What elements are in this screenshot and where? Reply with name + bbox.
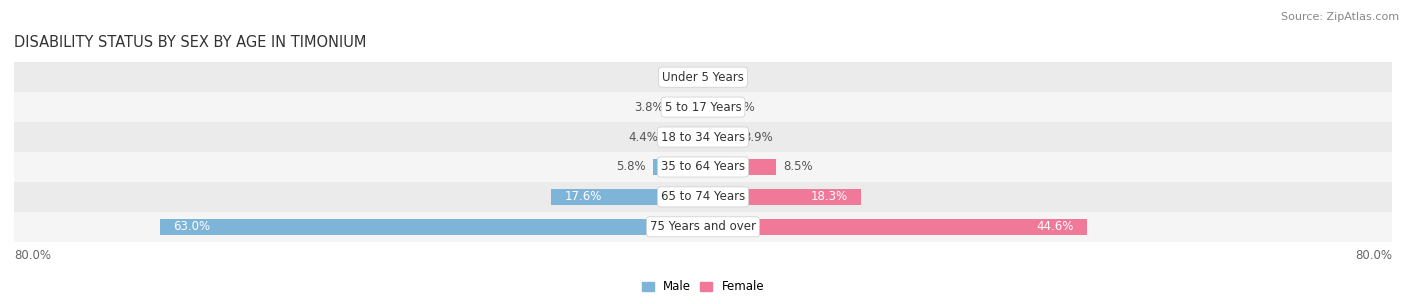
Bar [671, 99, 703, 115]
Text: 80.0%: 80.0% [1355, 249, 1392, 262]
Text: 0.0%: 0.0% [666, 71, 696, 84]
Text: 3.8%: 3.8% [634, 101, 664, 114]
Text: 63.0%: 63.0% [173, 220, 211, 233]
Bar [551, 189, 703, 205]
Text: 3.9%: 3.9% [744, 130, 773, 143]
Text: 1.8%: 1.8% [725, 101, 755, 114]
Text: Source: ZipAtlas.com: Source: ZipAtlas.com [1281, 12, 1399, 22]
Bar [14, 152, 1392, 182]
Bar [703, 189, 860, 205]
Bar [703, 219, 1087, 235]
Text: 18 to 34 Years: 18 to 34 Years [661, 130, 745, 143]
Text: 4.4%: 4.4% [628, 130, 658, 143]
Bar [652, 159, 703, 175]
Bar [665, 129, 703, 145]
Text: 0.0%: 0.0% [710, 71, 740, 84]
Text: 5.8%: 5.8% [617, 161, 647, 174]
Bar [14, 182, 1392, 212]
Bar [703, 129, 737, 145]
Text: 17.6%: 17.6% [564, 190, 602, 203]
Text: 5 to 17 Years: 5 to 17 Years [665, 101, 741, 114]
Text: 8.5%: 8.5% [783, 161, 813, 174]
Text: 75 Years and over: 75 Years and over [650, 220, 756, 233]
Bar [703, 159, 776, 175]
Text: 18.3%: 18.3% [810, 190, 848, 203]
Bar [14, 212, 1392, 242]
Text: 65 to 74 Years: 65 to 74 Years [661, 190, 745, 203]
Bar [703, 99, 718, 115]
Legend: Male, Female: Male, Female [637, 275, 769, 298]
Bar [14, 62, 1392, 92]
Text: 80.0%: 80.0% [14, 249, 51, 262]
Bar [14, 92, 1392, 122]
Text: Under 5 Years: Under 5 Years [662, 71, 744, 84]
Text: 35 to 64 Years: 35 to 64 Years [661, 161, 745, 174]
Text: DISABILITY STATUS BY SEX BY AGE IN TIMONIUM: DISABILITY STATUS BY SEX BY AGE IN TIMON… [14, 35, 367, 50]
Bar [14, 122, 1392, 152]
Bar [160, 219, 703, 235]
Text: 44.6%: 44.6% [1036, 220, 1074, 233]
